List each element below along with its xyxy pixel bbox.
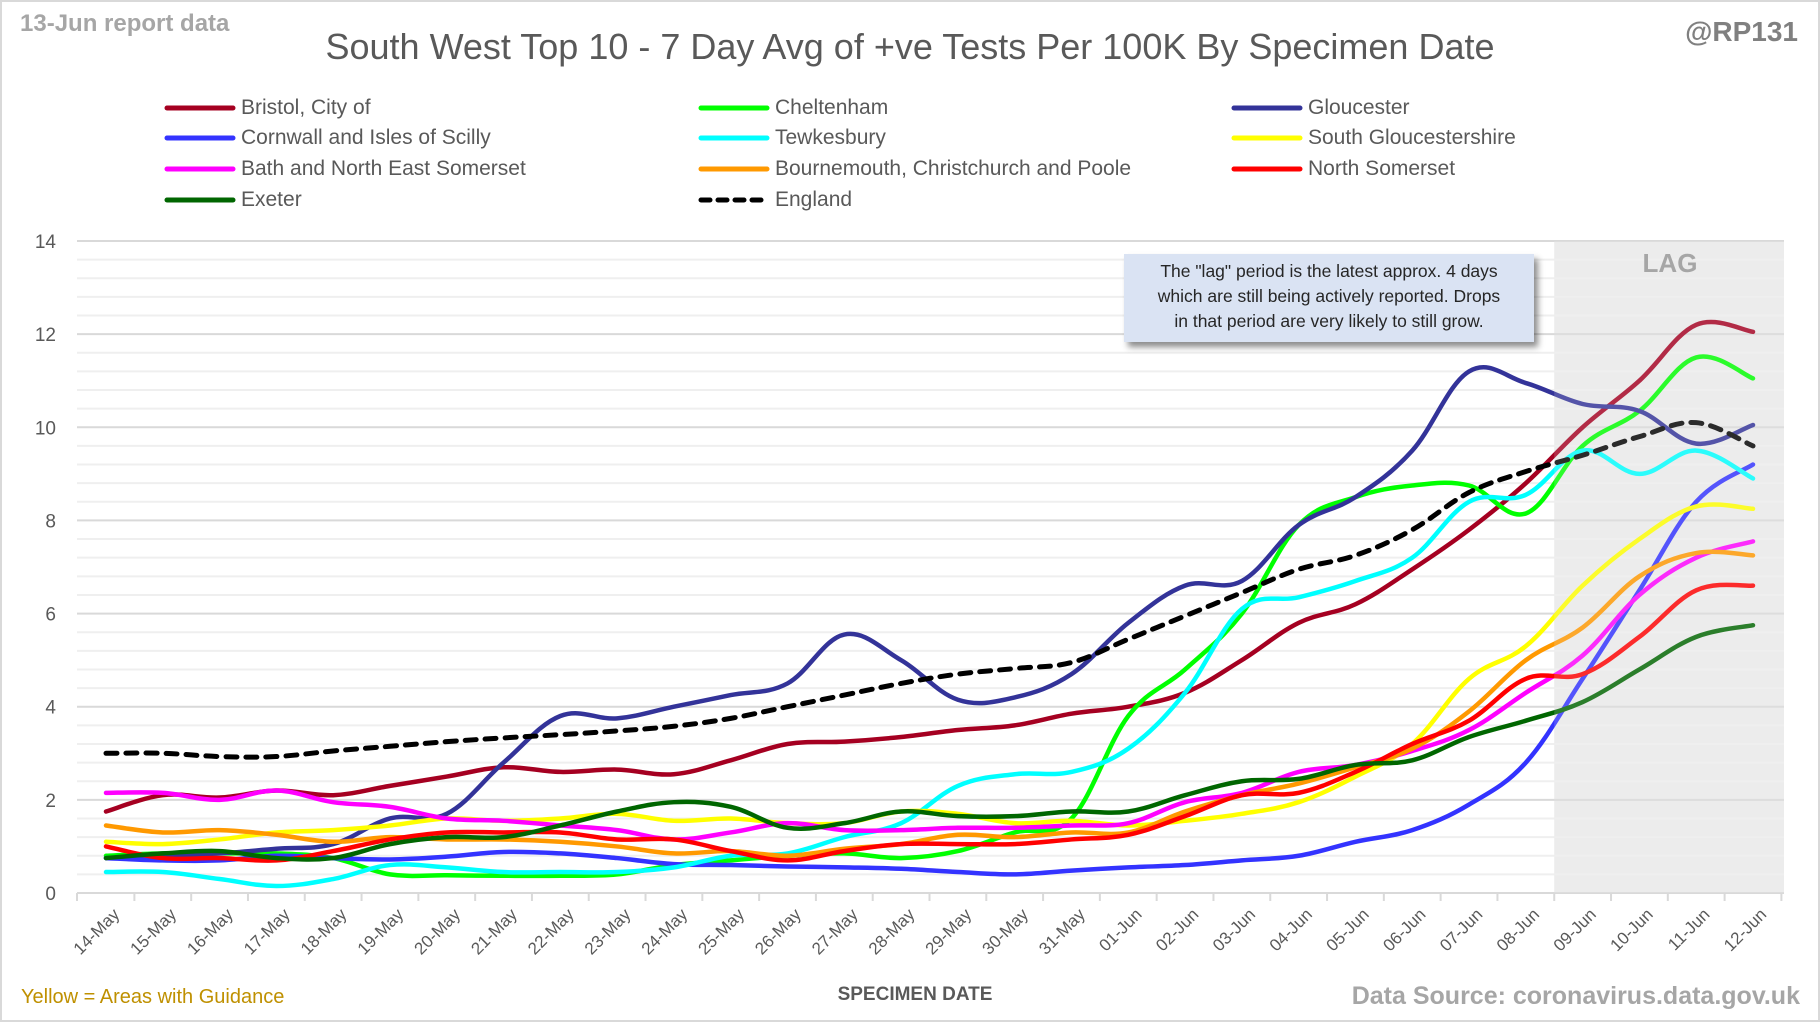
legend-swatch (164, 105, 236, 111)
legend-label: Bristol, City of (241, 96, 371, 119)
legend-swatch (164, 166, 236, 172)
y-tick-label: 10 (35, 418, 56, 439)
annotation-line: The "lag" period is the latest approx. 4… (1160, 261, 1498, 281)
annotation-line: in that period are very likely to still … (1174, 311, 1484, 331)
x-tick-label: 06-Jun (1379, 905, 1429, 955)
legend-label: Tewkesbury (775, 126, 886, 149)
x-tick-label: 05-Jun (1323, 905, 1373, 955)
x-tick-label: 18-May (297, 905, 351, 959)
series-line-cornwall-and-isles-of-scilly (103, 462, 1756, 877)
series-line-cheltenham (103, 354, 1756, 879)
series-line-exeter (103, 622, 1756, 862)
legend-swatch (698, 135, 770, 141)
x-tick-label: 23-May (581, 905, 635, 959)
legend-swatch (1231, 105, 1303, 111)
legend-item: North Somerset (1230, 156, 1455, 182)
x-tick-label: 12-Jun (1720, 905, 1770, 955)
y-tick-label: 4 (45, 698, 56, 719)
legend-item: Gloucester (1230, 95, 1410, 121)
x-tick-label: 26-May (751, 905, 805, 959)
author-handle: @RP131 (1685, 16, 1798, 47)
x-tick-label: 17-May (240, 905, 294, 959)
legend-label: Cheltenham (775, 96, 889, 119)
chart-title: South West Top 10 - 7 Day Avg of +ve Tes… (325, 26, 1495, 67)
x-tick-label: 01-Jun (1095, 905, 1145, 955)
x-tick-label: 03-Jun (1209, 905, 1259, 955)
y-tick-label: 12 (35, 325, 56, 346)
lag-label: LAG (1642, 248, 1698, 278)
x-tick-label: 04-Jun (1266, 905, 1316, 955)
x-tick-label: 08-Jun (1493, 905, 1543, 955)
legend-item: Tewkesbury (697, 125, 886, 151)
x-tick-label: 28-May (865, 905, 919, 959)
legend-label: Gloucester (1308, 96, 1410, 119)
guidance-note: Yellow = Areas with Guidance (21, 986, 285, 1008)
series-line-bath-and-north-east-somerset (103, 539, 1756, 842)
x-tick-label: 10-Jun (1607, 905, 1657, 955)
legend-swatch (698, 105, 770, 111)
y-tick-label: 6 (45, 605, 56, 626)
x-tick-label: 31-May (1035, 905, 1089, 959)
legend-swatch (164, 135, 236, 141)
legend-label: Bath and North East Somerset (241, 157, 526, 180)
x-tick-label: 29-May (922, 905, 976, 959)
legend-label: South Gloucestershire (1308, 126, 1516, 149)
legend-item: Bournemouth, Christchurch and Poole (697, 156, 1131, 182)
legend-swatch (698, 166, 770, 172)
series-line-tewkesbury (103, 448, 1756, 889)
x-axis-title: SPECIMEN DATE (837, 984, 993, 1005)
y-tick-label: 2 (45, 791, 56, 812)
legend-label: England (775, 188, 853, 211)
legend-label: North Somerset (1308, 157, 1456, 180)
x-tick-label: 30-May (978, 905, 1032, 959)
x-tick-label: 22-May (524, 905, 578, 959)
x-tick-label: 16-May (183, 905, 237, 959)
series-line-bristol-city-of (103, 319, 1756, 814)
x-tick-label: 07-Jun (1436, 905, 1486, 955)
legend-item: England (697, 187, 852, 213)
legend-swatch (164, 197, 236, 203)
data-source: Data Source: coronavirus.data.gov.uk (1351, 982, 1800, 1010)
legend-label: Exeter (241, 188, 302, 211)
x-tick-label: 19-May (354, 905, 408, 959)
lag-overlay (1554, 241, 1784, 893)
legend-item: Cornwall and Isles of Scilly (163, 125, 491, 151)
x-tick-label: 09-Jun (1550, 905, 1600, 955)
x-tick-label: 21-May (467, 905, 521, 959)
legend-swatch (1231, 166, 1303, 172)
series-line-south-gloucestershire (103, 502, 1756, 847)
x-tick-label: 11-Jun (1664, 905, 1713, 954)
legend-item: Cheltenham (697, 95, 888, 121)
x-tick-label: 20-May (411, 905, 465, 959)
legend-swatch (1231, 135, 1303, 141)
lag-annotation-box: The "lag" period is the latest approx. 4… (1124, 254, 1534, 342)
x-tick-label: 24-May (638, 905, 692, 959)
y-tick-label: 14 (35, 232, 57, 253)
series-line-england (103, 420, 1756, 760)
legend-item: Bath and North East Somerset (163, 156, 526, 182)
series-line-north-somerset (103, 582, 1756, 863)
legend-item: Exeter (163, 187, 302, 213)
legend-label: Bournemouth, Christchurch and Poole (775, 157, 1132, 180)
x-tick-label: 27-May (808, 905, 862, 959)
x-tick-label: 14-May (70, 905, 124, 959)
x-tick-label: 02-Jun (1152, 905, 1202, 955)
legend-swatch (698, 197, 770, 203)
x-tick-label: 15-May (127, 905, 181, 959)
legend-item: South Gloucestershire (1230, 125, 1516, 151)
series-line-bournemouth-christchurch-and-poole (103, 549, 1756, 858)
legend-item: Bristol, City of (163, 95, 371, 121)
y-tick-label: 0 (45, 884, 56, 905)
report-date: 13-Jun report data (20, 10, 230, 37)
y-tick-label: 8 (45, 511, 56, 532)
annotation-line: which are still being actively reported.… (1157, 286, 1501, 306)
x-tick-label: 25-May (695, 905, 749, 959)
series-line-gloucester (103, 365, 1756, 861)
legend-label: Cornwall and Isles of Scilly (241, 126, 491, 149)
